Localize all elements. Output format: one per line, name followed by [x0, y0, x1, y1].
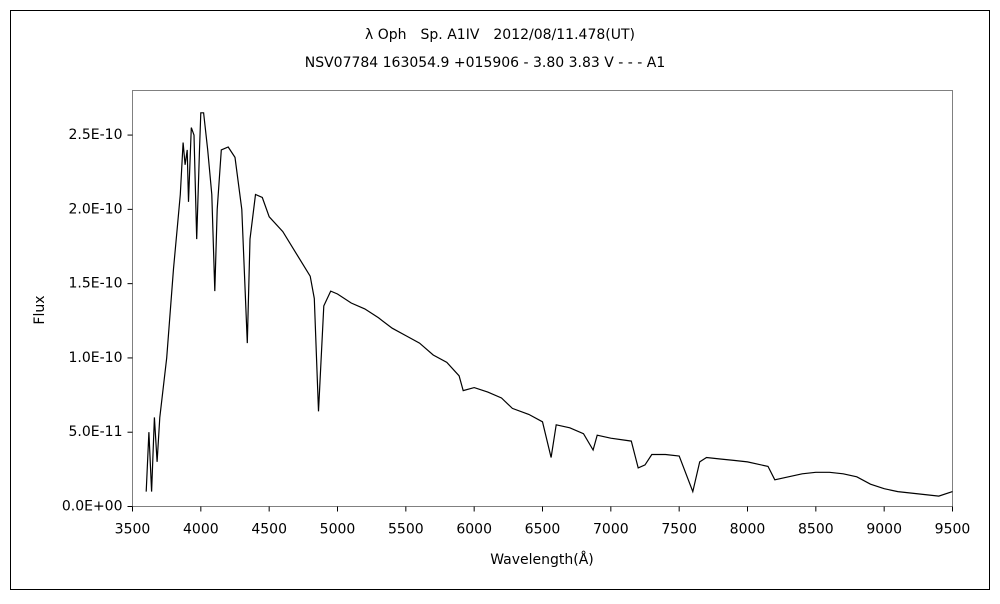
x-tick-label: 9000 — [866, 522, 902, 538]
y-tick-label: 2.0E-10 — [69, 201, 123, 217]
y-tick-label: 5.0E-11 — [69, 424, 123, 440]
y-tick-label: 2.5E-10 — [69, 127, 123, 143]
x-tick-label: 5000 — [320, 522, 356, 538]
y-tick-label: 0.0E+00 — [62, 499, 123, 515]
plot-area — [132, 90, 953, 507]
x-axis-label: Wavelength(Å) — [490, 551, 594, 568]
x-tick-label: 8000 — [730, 522, 766, 538]
x-tick-label: 4000 — [183, 522, 219, 538]
frame — [10, 10, 990, 590]
x-tick-label: 6000 — [456, 522, 492, 538]
x-tick-label: 4500 — [251, 522, 287, 538]
chart-title: λ Oph Sp. A1IV 2012/08/11.478(UT) — [365, 27, 635, 43]
y-tick-label: 1.0E-10 — [69, 350, 123, 366]
x-tick-label: 6500 — [525, 522, 561, 538]
x-tick-label: 3500 — [115, 522, 151, 538]
x-tick-label: 5500 — [388, 522, 424, 538]
chart-subtitle: NSV07784 163054.9 +015906 - 3.80 3.83 V … — [305, 55, 666, 71]
spectrum-line — [145, 112, 953, 497]
x-tick-label: 8500 — [798, 522, 834, 538]
x-tick-label: 9500 — [935, 522, 971, 538]
x-tick-label: 7000 — [593, 522, 629, 538]
y-axis-label: Flux — [32, 295, 48, 324]
y-tick-label: 1.5E-10 — [69, 276, 123, 292]
x-tick-label: 7500 — [661, 522, 697, 538]
